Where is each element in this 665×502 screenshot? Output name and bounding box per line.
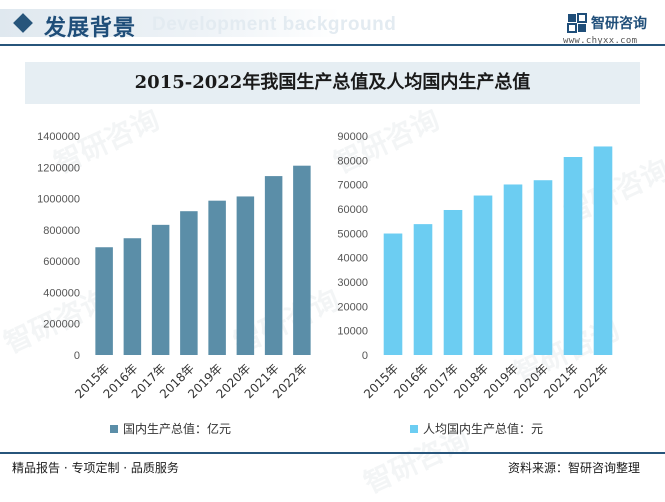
footer: 精品报告 · 专项定制 · 品质服务 资料来源：智研咨询整理 xyxy=(0,452,665,487)
header: 发展背景 Development background 智研咨询 www.chy… xyxy=(0,0,665,48)
bar xyxy=(383,233,403,355)
bar xyxy=(593,146,613,355)
legend-swatch xyxy=(110,425,118,433)
bar xyxy=(123,238,142,355)
header-divider xyxy=(0,44,665,46)
footer-source: 资料来源：智研咨询整理 xyxy=(508,461,641,475)
section-subtitle: Development background xyxy=(152,14,397,35)
bar xyxy=(264,176,283,355)
bar xyxy=(95,247,113,355)
legend-label: 人均国内生产总值：元 xyxy=(423,421,543,436)
y-tick-label: 1400000 xyxy=(37,131,80,143)
bar xyxy=(293,165,311,355)
header-band xyxy=(0,9,340,37)
y-tick-label: 0 xyxy=(74,350,80,362)
y-tick-label: 80000 xyxy=(337,155,368,167)
y-tick-label: 70000 xyxy=(337,180,368,192)
y-tick-label: 40000 xyxy=(337,253,368,265)
y-tick-label: 60000 xyxy=(337,204,368,216)
legend-label: 国内生产总值：亿元 xyxy=(123,421,231,436)
brand-name: 智研咨询 xyxy=(591,16,647,32)
legend-swatch xyxy=(410,425,418,433)
y-tick-label: 90000 xyxy=(337,131,368,143)
bar xyxy=(503,184,523,355)
brand-url: www.chyxx.com xyxy=(563,36,638,46)
y-tick-label: 1000000 xyxy=(37,194,80,206)
y-tick-label: 400000 xyxy=(43,287,80,299)
bar xyxy=(563,156,583,355)
y-tick-label: 50000 xyxy=(337,228,368,240)
y-tick-label: 1200000 xyxy=(37,162,80,174)
y-tick-label: 600000 xyxy=(43,256,80,268)
y-tick-label: 20000 xyxy=(337,301,368,313)
chart-title: 2015-2022年我国生产总值及人均国内生产总值 xyxy=(134,72,531,93)
bar xyxy=(533,180,553,355)
bar xyxy=(443,209,463,355)
chart-title-box: 2015-2022年我国生产总值及人均国内生产总值 xyxy=(25,62,640,104)
footer-tagline: 精品报告 · 专项定制 · 品质服务 xyxy=(12,461,179,475)
y-tick-label: 800000 xyxy=(43,225,80,237)
bar xyxy=(151,224,170,355)
bar xyxy=(473,195,493,355)
footer-divider xyxy=(0,452,665,454)
y-tick-label: 10000 xyxy=(337,326,368,338)
y-tick-label: 0 xyxy=(362,350,368,362)
bar xyxy=(236,196,255,355)
y-tick-label: 200000 xyxy=(43,319,80,331)
y-tick-label: 30000 xyxy=(337,277,368,289)
brand-logo-icon xyxy=(567,13,587,33)
charts-canvas: 0200000400000600000800000100000012000001… xyxy=(37,131,613,436)
bar xyxy=(208,200,226,355)
bar xyxy=(180,211,198,355)
bar xyxy=(413,224,433,355)
section-title: 发展背景 xyxy=(44,16,137,41)
